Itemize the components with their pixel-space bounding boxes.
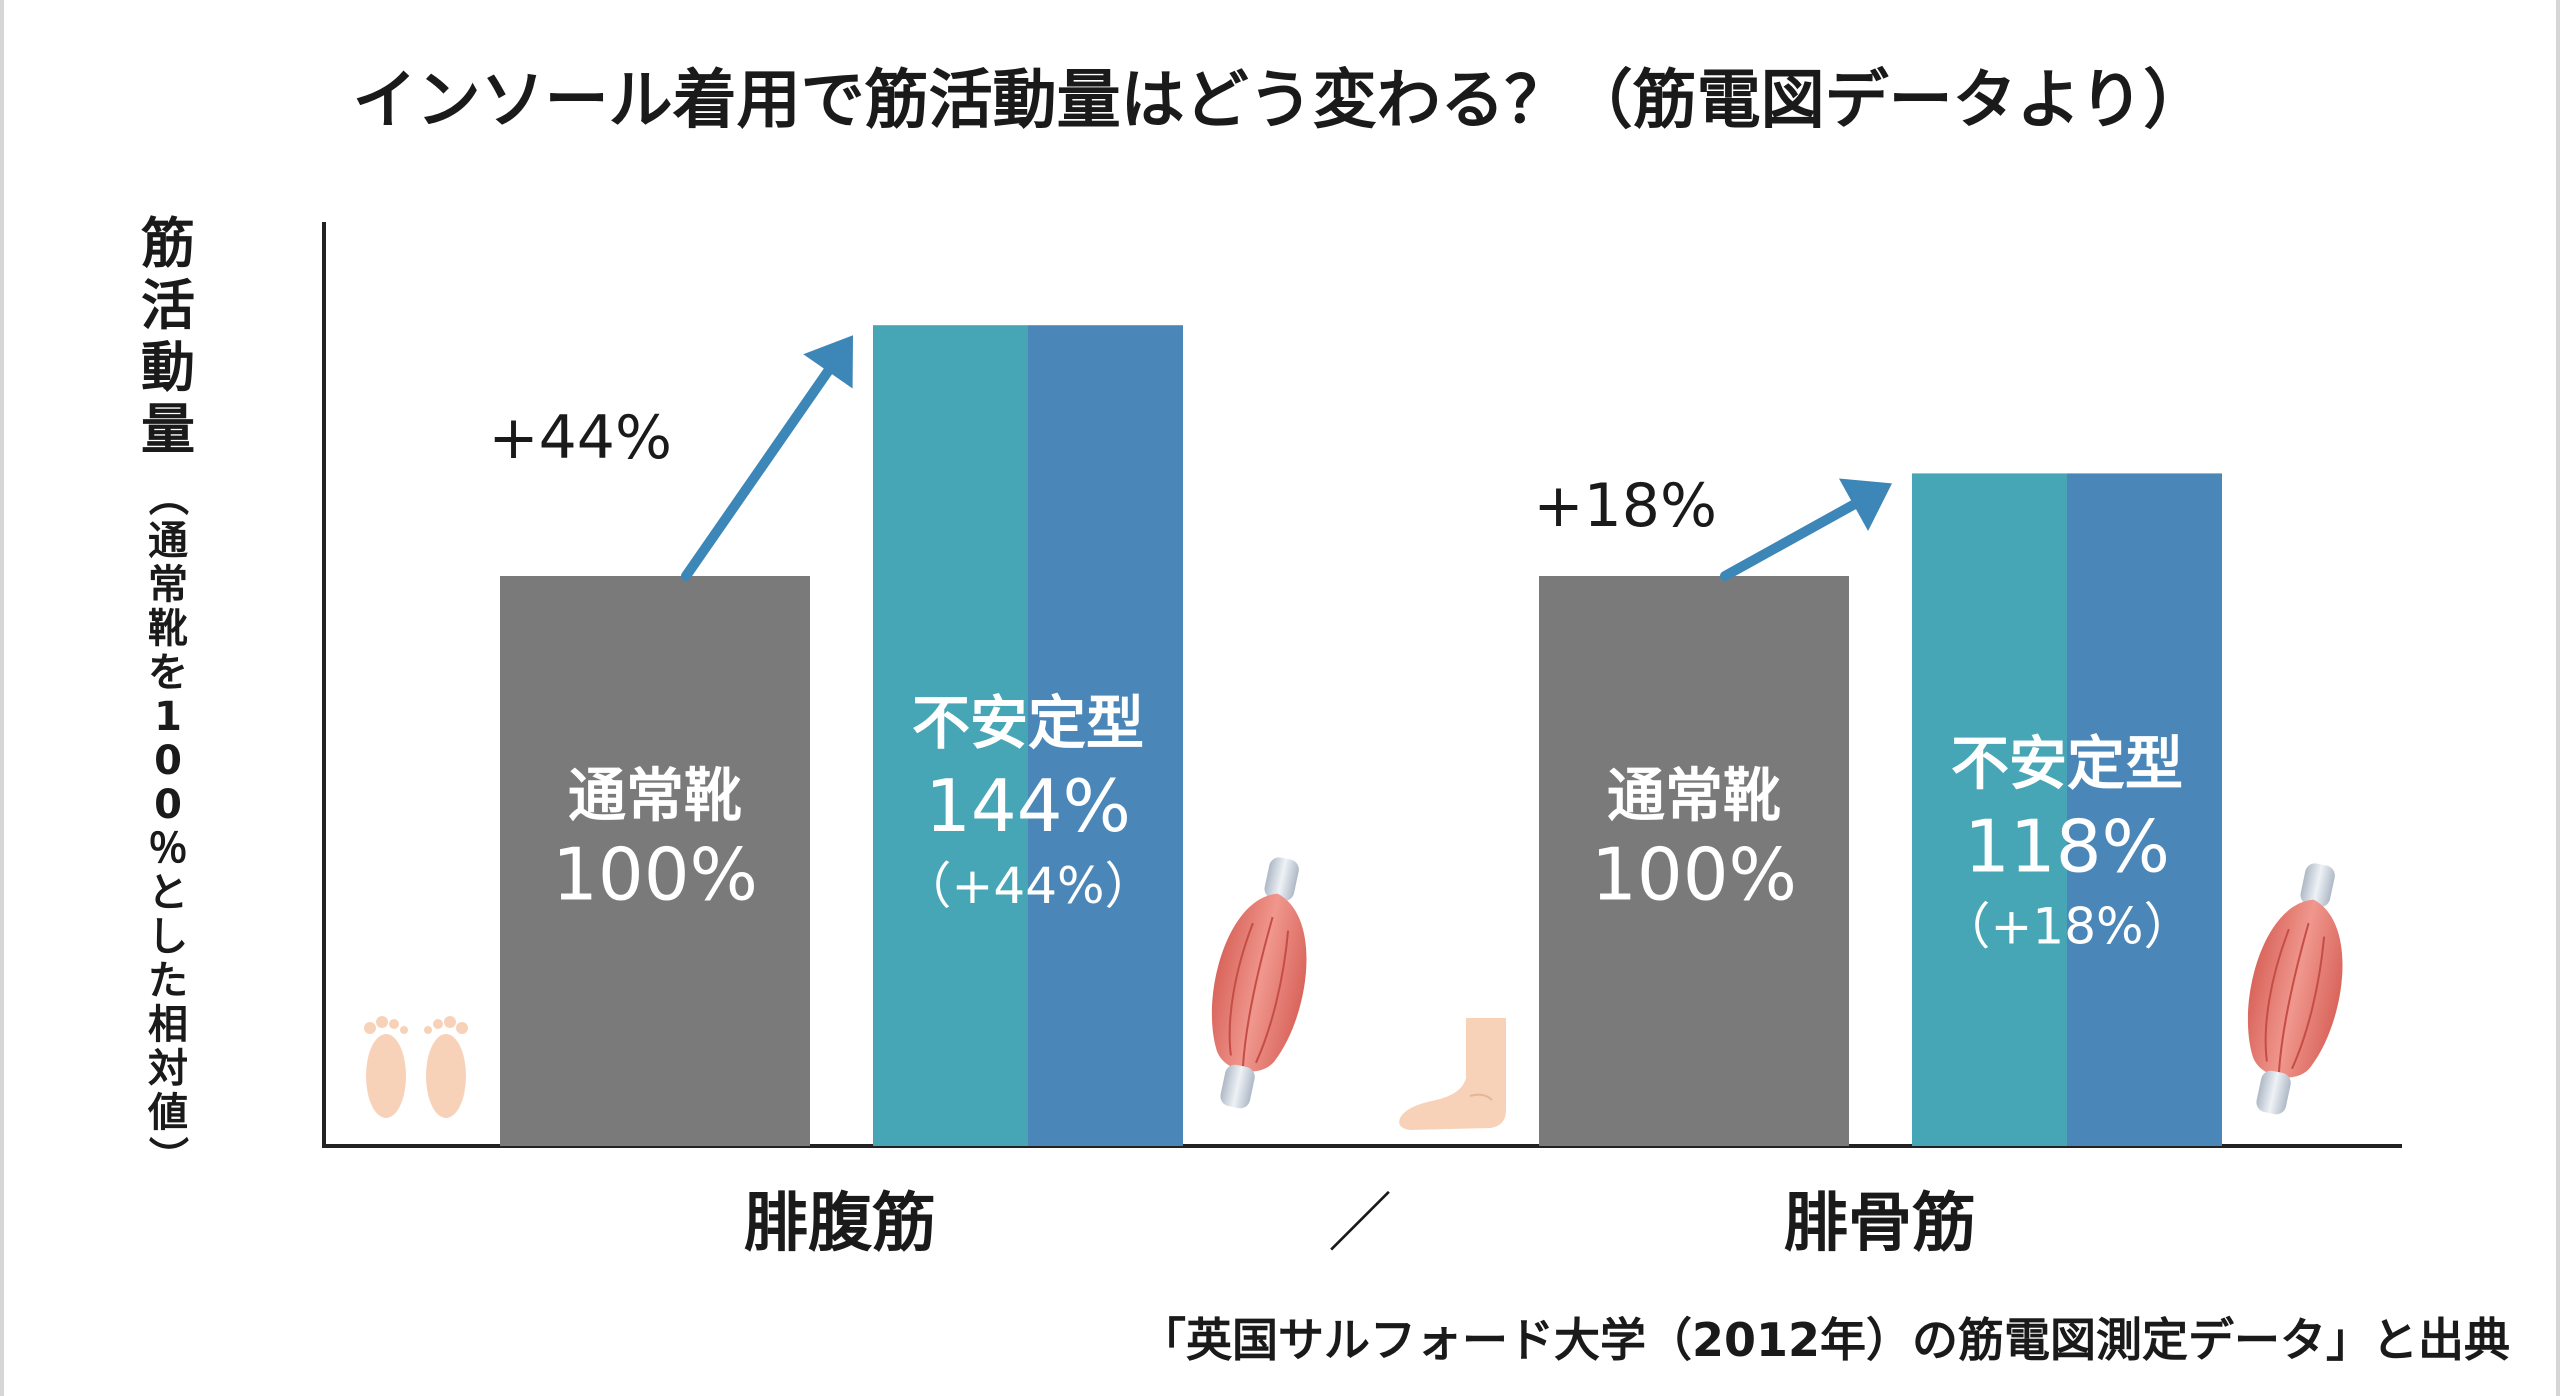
bar-labels-layer: 通常靴100%不安定型144%（+44%）通常靴100%不安定型118%（+18… xyxy=(552,689,2193,955)
footprints-icon xyxy=(364,1016,468,1118)
y-axis-label-char: 相 xyxy=(148,1002,188,1048)
arrows-layer: +44% +18% xyxy=(488,335,1892,581)
source-note: 「英国サルフォード大学（2012年）の筋電図測定データ」と出典 xyxy=(1140,1313,2510,1367)
frame-edge-right xyxy=(2556,0,2560,1396)
bar-label-delta: （+44%） xyxy=(901,857,1154,915)
y-axis-label-char: ） xyxy=(144,1136,190,1176)
category-label-2: 腓骨筋 xyxy=(1784,1187,1976,1261)
bar-label-name: 通常靴 xyxy=(568,761,742,829)
bar-label-name: 不安定型 xyxy=(1951,729,2183,797)
chart-title: インソール着用で筋活動量はどう変わる？（筋電図データより） xyxy=(353,64,2208,138)
y-axis-label-char: た xyxy=(148,958,188,1004)
y-axis-label-char: 常 xyxy=(148,562,188,608)
muscle-icon xyxy=(2247,863,2343,1115)
bar-normal-shoe xyxy=(1539,576,1849,1146)
y-axis-label-char: 対 xyxy=(148,1046,188,1092)
y-axis-label-char: 通 xyxy=(148,518,188,564)
increase-annotation: +44% xyxy=(488,403,672,473)
increase-annotation: +18% xyxy=(1533,471,1717,541)
foot-icon xyxy=(1399,1018,1506,1130)
bar-label-value: 144% xyxy=(925,764,1131,848)
frame-edge-left xyxy=(0,0,4,1396)
y-axis-label-char: （ xyxy=(144,476,190,516)
bars-layer xyxy=(500,325,2222,1146)
y-axis-label-char: 0 xyxy=(154,738,182,784)
bar-label-name: 通常靴 xyxy=(1607,761,1781,829)
muscle-icon xyxy=(1211,857,1307,1109)
bar-normal-shoe xyxy=(500,576,810,1146)
bar-label-delta: （+18%） xyxy=(1940,897,2193,955)
y-axis-label-char: 活 xyxy=(141,274,195,337)
y-axis-label-char: と xyxy=(148,870,188,916)
bar-unstable-insole xyxy=(873,325,1183,1146)
y-axis-label-char: 1 xyxy=(154,694,182,740)
y-axis-label-char: ％ xyxy=(148,826,188,872)
bar-label-value: 118% xyxy=(1964,804,2170,888)
y-axis-label-char: 靴 xyxy=(148,606,188,652)
bar-label-name: 不安定型 xyxy=(912,689,1144,757)
arrow-head xyxy=(803,335,853,389)
y-axis-label-char: 筋 xyxy=(141,212,195,275)
y-axis-label-char: 値 xyxy=(147,1090,188,1136)
category-label-1: 腓腹筋 xyxy=(744,1187,936,1261)
y-axis-label-char: し xyxy=(148,914,188,960)
y-axis-label-char: 量 xyxy=(141,398,195,461)
arrow-shaft xyxy=(681,366,833,581)
category-separator: ／ xyxy=(1328,1187,1392,1261)
bar-unstable-insole xyxy=(1912,473,2222,1146)
y-axis-label-char: を xyxy=(148,650,188,696)
bar-label-value: 100% xyxy=(552,832,758,916)
arrow-head xyxy=(1838,478,1892,531)
bar-label-value: 100% xyxy=(1591,832,1797,916)
y-axis-label-char: 動 xyxy=(141,336,195,399)
arrow-shaft xyxy=(1720,499,1859,581)
y-axis-label-char: 0 xyxy=(154,782,182,828)
